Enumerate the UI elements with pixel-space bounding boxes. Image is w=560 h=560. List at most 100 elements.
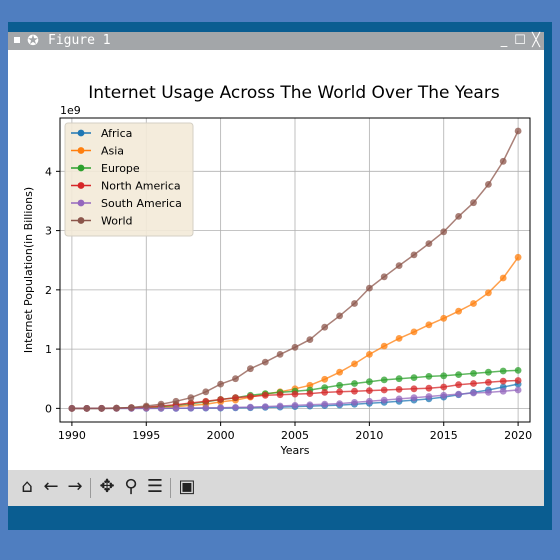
data-point: [172, 404, 180, 412]
data-point: [247, 403, 254, 411]
legend: Africa Asia Europe North America South Ameri…: [64, 122, 194, 237]
data-point: [187, 399, 195, 407]
configure-icon[interactable]: ☰: [146, 476, 164, 497]
data-point: [351, 300, 358, 307]
data-point: [499, 274, 507, 282]
data-point: [425, 321, 433, 329]
data-point: [291, 390, 299, 398]
data-point: [440, 383, 448, 391]
data-point: [410, 385, 418, 393]
data-point: [336, 400, 343, 407]
data-point: [366, 378, 373, 386]
x-tick-label: 2005: [281, 429, 309, 442]
data-point: [470, 199, 477, 207]
maximize-button[interactable]: ☐: [514, 33, 526, 48]
data-point: [514, 367, 522, 374]
zoom-icon[interactable]: ⚲: [124, 476, 138, 497]
data-point: [395, 395, 403, 403]
x-tick-label: 2010: [355, 429, 383, 442]
data-point: [336, 388, 343, 396]
data-point: [470, 389, 477, 397]
pan-icon[interactable]: ✥: [99, 476, 115, 497]
data-point: [276, 351, 284, 358]
toolbar-separator: [90, 478, 91, 498]
window-menu-bullet[interactable]: [14, 37, 20, 43]
data-point: [485, 181, 492, 188]
data-point: [410, 374, 418, 381]
data-point: [380, 273, 388, 281]
x-tick-label: 2015: [430, 429, 458, 442]
toolbar-separator: [170, 478, 171, 498]
x-axis-label: Years: [279, 444, 309, 457]
data-point: [217, 404, 225, 412]
y-tick-label: 3: [45, 225, 52, 238]
data-point: [485, 289, 492, 297]
data-point: [440, 372, 448, 380]
data-point: [514, 253, 522, 261]
data-point: [187, 394, 195, 402]
data-point: [485, 378, 492, 386]
data-point: [380, 386, 388, 394]
data-point: [336, 381, 343, 389]
x-tick-label: 1995: [132, 429, 160, 442]
data-point: [321, 389, 329, 396]
data-point: [202, 404, 210, 412]
data-point: [202, 388, 210, 396]
data-point: [321, 323, 329, 331]
data-point: [485, 368, 492, 376]
data-point: [187, 404, 195, 412]
minimize-button[interactable]: _: [500, 33, 508, 48]
line-chart: Internet Usage Across The World Over The…: [22, 83, 532, 457]
data-point: [455, 371, 462, 378]
y-axis-label: Internet Population(in Billions): [22, 187, 35, 353]
window-bottom-border: [8, 506, 544, 522]
data-point: [425, 240, 433, 248]
data-point: [232, 375, 239, 383]
data-point: [83, 405, 91, 412]
data-point: [395, 386, 403, 393]
data-point: [455, 307, 462, 315]
navigation-toolbar: ⌂ ← → ✥ ⚲ ☰ ▣: [8, 470, 544, 506]
x-tick-label: 2020: [504, 429, 532, 442]
data-point: [470, 380, 477, 387]
data-point: [261, 403, 269, 410]
x-tick-label: 2000: [207, 429, 235, 442]
legend-marker: [77, 199, 85, 207]
data-point: [217, 380, 225, 388]
data-point: [366, 387, 373, 394]
data-point: [351, 360, 358, 368]
series-world: [68, 127, 522, 412]
data-point: [232, 404, 239, 411]
home-icon[interactable]: ⌂: [21, 476, 33, 497]
data-point: [157, 400, 165, 408]
data-point: [395, 335, 403, 342]
legend-marker: [77, 217, 85, 224]
data-point: [514, 386, 522, 394]
save-icon[interactable]: ▣: [178, 476, 196, 497]
figure-canvas: Internet Usage Across The World Over The…: [8, 50, 544, 470]
close-button[interactable]: ╳: [532, 33, 540, 48]
data-point: [499, 157, 507, 165]
data-point: [306, 401, 314, 409]
data-point: [470, 370, 477, 377]
back-icon[interactable]: ←: [43, 476, 59, 497]
legend-box: [64, 122, 194, 237]
legend-marker: [77, 164, 85, 172]
data-point: [306, 336, 314, 343]
data-point: [455, 390, 462, 398]
data-point: [395, 375, 403, 383]
legend-marker: [77, 147, 85, 154]
data-point: [380, 342, 388, 350]
data-point: [202, 397, 210, 405]
y-offset-text: 1e9: [60, 104, 81, 117]
forward-icon[interactable]: →: [67, 476, 83, 497]
legend-label: Europe: [101, 162, 140, 175]
data-point: [514, 127, 522, 135]
chart-title: Internet Usage Across The World Over The…: [88, 83, 500, 103]
data-point: [470, 300, 477, 307]
data-point: [366, 284, 373, 292]
legend-label: South America: [101, 197, 182, 210]
data-point: [351, 380, 358, 387]
legend-marker: [77, 129, 85, 137]
data-point: [276, 391, 284, 399]
